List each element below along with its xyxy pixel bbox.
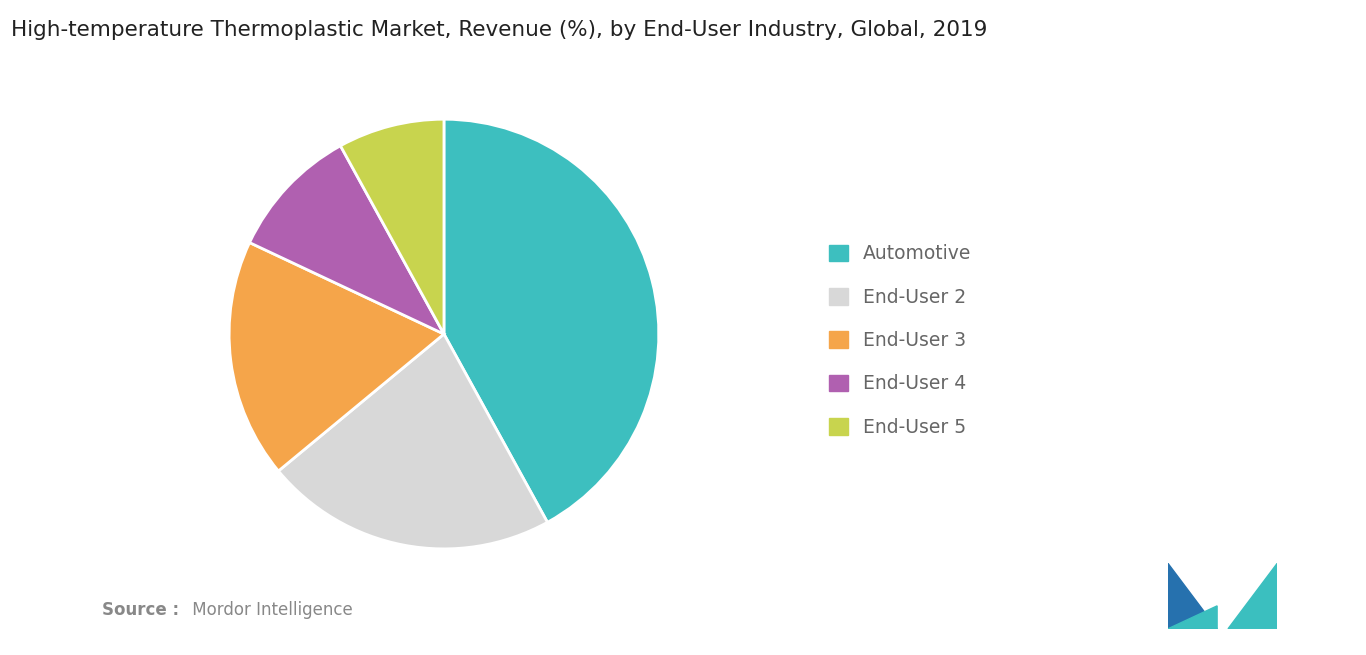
Polygon shape <box>1168 563 1217 629</box>
Wedge shape <box>229 242 444 471</box>
Wedge shape <box>250 146 444 334</box>
Text: Mordor Intelligence: Mordor Intelligence <box>187 601 352 619</box>
Wedge shape <box>279 334 548 549</box>
Wedge shape <box>340 119 444 334</box>
Legend: Automotive, End-User 2, End-User 3, End-User 4, End-User 5: Automotive, End-User 2, End-User 3, End-… <box>829 244 971 437</box>
Text: Source :: Source : <box>102 601 179 619</box>
Polygon shape <box>1228 563 1277 629</box>
Polygon shape <box>1168 606 1217 629</box>
Text: High-temperature Thermoplastic Market, Revenue (%), by End-User Industry, Global: High-temperature Thermoplastic Market, R… <box>11 20 988 40</box>
Wedge shape <box>444 119 658 522</box>
